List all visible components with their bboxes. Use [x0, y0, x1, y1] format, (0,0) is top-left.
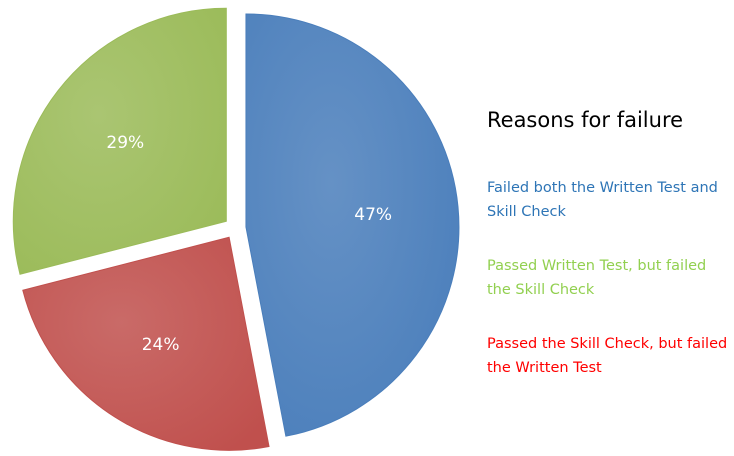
- pie-slice: [22, 236, 270, 451]
- chart-title: Reasons for failure: [487, 108, 684, 132]
- legend-entry: Passed the Skill Check, but failed the W…: [487, 336, 728, 376]
- pie-slice: [245, 13, 460, 437]
- slice-label: 29%: [106, 133, 144, 153]
- pie-slice: [12, 7, 227, 275]
- legend-entry: Passed Written Test, but failed the Skil…: [487, 258, 707, 298]
- legend-entry: Failed both the Written Test and Skill C…: [487, 180, 718, 220]
- slice-label: 47%: [354, 205, 392, 225]
- slice-label: 24%: [142, 335, 180, 355]
